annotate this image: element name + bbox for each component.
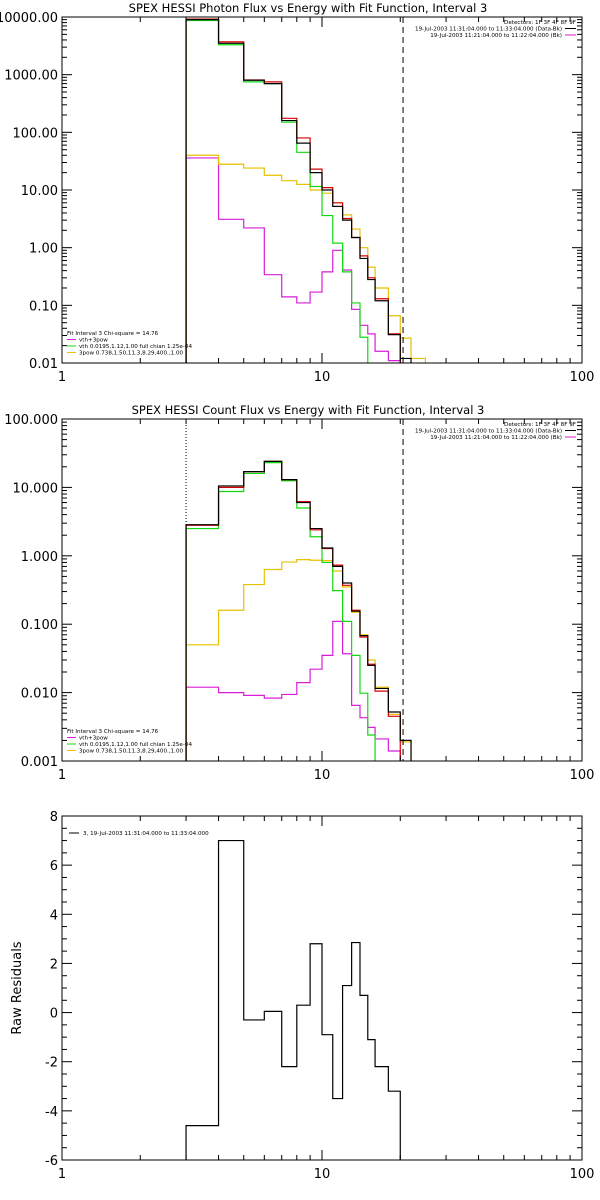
chart-title: SPEX HESSI Count Flux vs Energy with Fit… [132,403,485,417]
plot-frame [61,418,583,762]
series-data [185,19,412,363]
x-tick-label: 10 [314,370,331,385]
series-bk [185,620,401,761]
x-tick-label: 100 [570,1167,595,1182]
y-tick-label: 10000.00 [0,11,58,26]
y-tick-label: -6 [45,1154,58,1169]
legend-bottom-text: vth+3pow [79,736,108,742]
x-tick-label: 100 [570,370,595,385]
legend-bottom-text: 3pow 0.738,1.50,11.3,8.29,400.,1.00 [79,351,184,357]
x-tick-label: 1 [58,1167,66,1182]
x-tick-label: 100 [570,768,595,783]
y-tick-label: 8 [50,810,58,825]
x-tick-label: 1 [58,768,66,783]
y-tick-label: -2 [45,1056,58,1071]
series-bk [185,157,401,363]
series-data [185,460,412,761]
y-tick-label: 4 [50,908,58,923]
legend-bottom-text: vth+3pow [79,338,108,344]
y-tick-label: 100.000 [4,413,58,428]
series-vth [185,19,369,363]
legend-bottom-text: vth 0.0195,1.12,1.00 full chian 1.25e-04 [79,344,192,350]
legend-top-text: Detectors: 1F 3F 4F 8F 9F [504,422,576,428]
legend-bottom-text: vth 0.0195,1.12,1.00 full chian 1.25e-04 [79,742,192,748]
y-tick-label: 0.10 [29,299,58,314]
x-tick-label: 10 [314,1167,331,1182]
series-group [185,18,427,363]
y-tick-label: 1000.00 [4,69,58,84]
series-bpow [185,558,412,761]
legend-top-text: 19-Jul-2003 11:21:04.000 to 11:22:04.000… [430,33,562,39]
legend-top-text: 19-Jul-2003 11:31:04.000 to 11:33:04.000… [415,429,562,435]
legend-top-text: 19-Jul-2003 11:21:04.000 to 11:22:04.000… [430,435,562,441]
y-tick-label: 0.001 [21,755,58,770]
y-tick-label: 10.000 [13,481,59,496]
y-tick-label: 0 [50,1007,58,1022]
y-tick-label: 0.010 [21,687,58,702]
x-tick-label: 10 [314,768,331,783]
legend-bottom-text: Fit Interval 3 Chi-square = 14.76 [67,729,159,735]
y-axis-label: Raw Residuals [10,941,25,1034]
legend-top-text: Detectors: 1F 3F 4F 8F 9F [504,20,576,26]
series-vth [185,462,376,761]
y-tick-label: 1.00 [29,242,58,257]
series-data [185,839,401,1160]
y-tick-label: 2 [50,957,58,972]
x-tick-label: 1 [58,370,66,385]
legend-bottom-text: Fit Interval 3 Chi-square = 14.76 [67,331,159,337]
y-tick-label: 1.000 [21,550,58,565]
y-tick-label: 0.100 [21,618,58,633]
panel-3: 1 10 100 -6 -4 -2 0 2 4 6 8 Raw Residuals 3, 19-Jul-… [10,810,594,1182]
y-tick-label: 0.01 [29,357,58,372]
y-tick-label: 6 [50,859,58,874]
chart-title: SPEX HESSI Photon Flux vs Energy with Fi… [129,1,488,15]
legend-top-text: 19-Jul-2003 11:31:04.000 to 11:33:04.000… [415,27,562,33]
y-tick-label: -4 [45,1105,58,1120]
legend-bottom-text: 3pow 0.738,1.50,11.3,8.29,400.,1.00 [79,749,184,755]
series-group [185,460,412,761]
panel-2: SPEX HESSI Count Flux vs Energy with Fit… [4,403,594,783]
y-tick-label: 10.00 [21,184,58,199]
series-group [185,839,401,1160]
y-tick-label: 100.00 [13,126,59,141]
legend-text: 3, 19-Jul-2003 11:31:04.000 to 11:33:04.… [83,831,209,837]
panel-1: SPEX HESSI Photon Flux vs Energy with Fi… [0,1,594,385]
